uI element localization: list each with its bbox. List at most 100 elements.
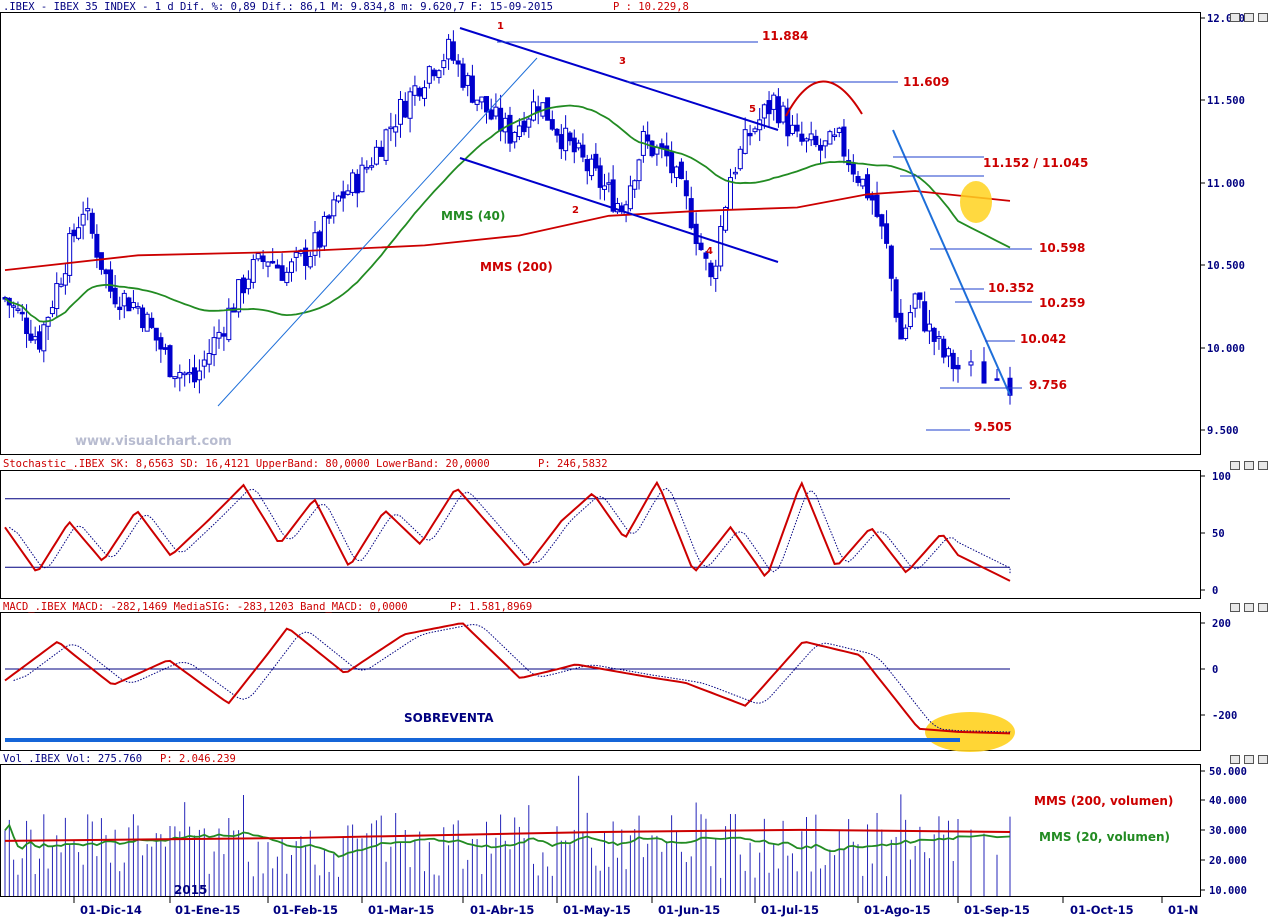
- candle: [703, 252, 709, 259]
- candle: [383, 129, 389, 161]
- candle: [221, 333, 227, 337]
- candle: [378, 146, 384, 157]
- mms40-label: MMS (40): [441, 209, 505, 223]
- candle: [24, 317, 30, 335]
- candle: [493, 106, 499, 117]
- stoch-minimize-button[interactable]: [1230, 461, 1240, 470]
- candle: [874, 194, 880, 217]
- candle: [950, 352, 956, 370]
- candle: [526, 118, 532, 128]
- candle: [907, 312, 913, 328]
- candle: [236, 279, 242, 313]
- stoch-ytick-label: 100: [1212, 471, 1231, 483]
- candle: [393, 126, 399, 133]
- candle: [771, 94, 777, 110]
- x-tick-label: 01-Ene-15: [175, 903, 240, 917]
- candle: [307, 256, 313, 268]
- candle: [558, 134, 564, 150]
- price-maximize-button[interactable]: [1244, 13, 1254, 22]
- candle: [37, 331, 42, 350]
- vol-ytick-label: 40.000: [1209, 795, 1247, 807]
- candle: [780, 105, 786, 123]
- candle: [968, 361, 974, 366]
- macd-maximize-button[interactable]: [1244, 603, 1254, 612]
- vol-ytick-label: 10.000: [1209, 885, 1247, 897]
- candle: [674, 166, 680, 179]
- macd-close-button[interactable]: [1258, 603, 1268, 612]
- vol-maximize-button[interactable]: [1244, 755, 1254, 764]
- candle: [723, 206, 729, 231]
- vol-minimize-button[interactable]: [1230, 755, 1240, 764]
- candle: [41, 324, 47, 352]
- stoch-ytick-label: 50: [1212, 528, 1225, 540]
- vol-mms20-line: [4, 823, 1011, 858]
- candle: [153, 327, 159, 341]
- candle: [808, 133, 814, 141]
- macd-minimize-button[interactable]: [1230, 603, 1240, 612]
- wave-label: 1: [497, 21, 504, 32]
- candle: [196, 370, 202, 381]
- candle: [446, 38, 452, 60]
- candle: [158, 337, 164, 350]
- candle: [576, 142, 582, 149]
- macd-signal-line: [13, 623, 1011, 733]
- x-tick-label: 01-Ago-15: [864, 903, 931, 917]
- candle: [742, 129, 748, 154]
- level-label: 10.598: [1039, 241, 1085, 255]
- channel-upper-line: [459, 27, 779, 131]
- candle: [135, 306, 141, 309]
- x-tick-label: 01-Sep-15: [964, 903, 1030, 917]
- candle: [549, 119, 555, 130]
- candle: [752, 128, 758, 133]
- candle: [226, 307, 232, 341]
- candle: [941, 338, 947, 358]
- vol-ytick-label: 50.000: [1209, 766, 1247, 778]
- candle: [488, 109, 494, 120]
- candle: [241, 277, 246, 294]
- stoch-ytick-label: 0: [1212, 585, 1218, 597]
- vol-close-button[interactable]: [1258, 755, 1268, 764]
- stoch-close-button[interactable]: [1258, 461, 1268, 470]
- candle: [172, 376, 178, 380]
- top-arc: [785, 80, 863, 117]
- candle: [364, 166, 370, 170]
- candle: [645, 134, 651, 142]
- x-tick-label: 01-Jun-15: [658, 903, 720, 917]
- stoch-maximize-button[interactable]: [1244, 461, 1254, 470]
- candle: [737, 148, 743, 170]
- candle: [28, 333, 34, 341]
- price-close-button[interactable]: [1258, 13, 1268, 22]
- price-ytick-label: 11.000: [1207, 178, 1245, 190]
- candle: [917, 292, 923, 300]
- x-tick-label: 01-Feb-15: [273, 903, 338, 917]
- candle: [794, 124, 800, 132]
- candle: [402, 100, 408, 118]
- candle: [799, 133, 805, 142]
- watermark: www.visualchart.com: [75, 434, 232, 449]
- candle: [865, 174, 871, 199]
- x-tick-label: 01-Oct-15: [1070, 903, 1134, 917]
- candle: [775, 96, 781, 124]
- level-label: 11.152 / 11.045: [983, 156, 1088, 170]
- candle: [632, 180, 638, 190]
- candle: [345, 190, 351, 195]
- candle: [67, 233, 73, 276]
- candle: [54, 283, 60, 310]
- candle: [436, 70, 442, 78]
- candle: [507, 114, 513, 144]
- price-minimize-button[interactable]: [1230, 13, 1240, 22]
- sobreventa-label: SOBREVENTA: [404, 711, 494, 725]
- wave-label: 3: [619, 56, 626, 67]
- price-ytick-label: 11.500: [1207, 95, 1245, 107]
- candle: [879, 214, 885, 227]
- price-header-p: P : 10.229,8: [613, 1, 689, 13]
- candle: [606, 182, 612, 185]
- candle: [571, 137, 577, 153]
- candle: [678, 161, 684, 180]
- price-header: .IBEX - IBEX 35 INDEX - 1 d Dif. %: 0,89…: [3, 1, 553, 13]
- candle: [216, 331, 222, 339]
- candle: [469, 75, 475, 103]
- candle: [126, 297, 132, 312]
- candle: [898, 312, 904, 340]
- candle: [855, 176, 861, 183]
